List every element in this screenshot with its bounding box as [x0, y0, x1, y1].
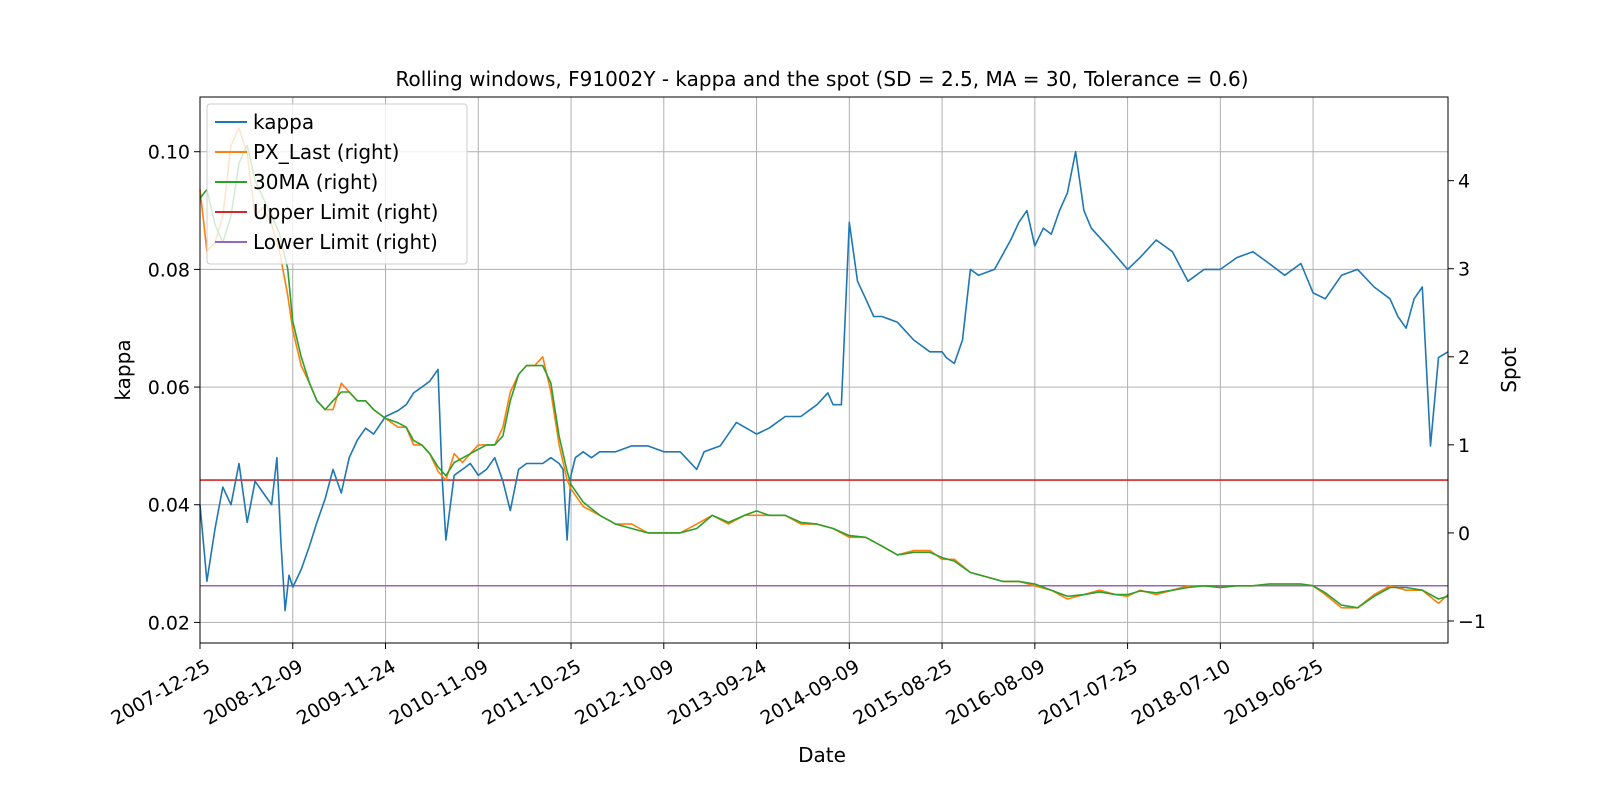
x-axis-label: Date — [798, 743, 846, 767]
y-ticks-left: 0.02 0.04 0.06 0.08 0.10 — [148, 142, 200, 634]
series-lines — [199, 127, 1449, 612]
y-axis-label-right: Spot — [1497, 347, 1521, 393]
legend-label: kappa — [253, 110, 314, 134]
legend: kappa PX_Last (right) 30MA (right) Upper Li… — [206, 103, 468, 265]
y-ticks-right: −1 0 1 2 3 4 — [1448, 171, 1486, 633]
y-tick-label-left: 0.06 — [148, 377, 190, 399]
y-tick-label-right: 1 — [1458, 435, 1470, 457]
x-tick-label: 2012-10-09 — [571, 655, 678, 729]
x-tick-label: 2009-11-24 — [293, 655, 400, 729]
series-kappa — [199, 150, 1449, 612]
plot-frame — [199, 96, 1449, 644]
x-tick-label: 2015-08-25 — [850, 655, 957, 729]
legend-label: PX_Last (right) — [253, 140, 399, 164]
y-tick-label-right: 4 — [1458, 171, 1470, 193]
legend-label: 30MA (right) — [253, 170, 378, 194]
y-tick-label-left: 0.04 — [148, 495, 190, 517]
series-30ma-right — [199, 144, 1449, 609]
x-tick-label: 2018-07-10 — [1128, 655, 1235, 729]
y-tick-label-right: 2 — [1458, 347, 1470, 369]
x-tick-label: 2016-08-09 — [942, 655, 1049, 729]
y-tick-label-right: 0 — [1458, 523, 1470, 545]
x-tick-label: 2014-09-09 — [757, 655, 864, 729]
x-tick-label: 2011-10-25 — [479, 655, 586, 729]
x-tick-label: 2010-11-09 — [386, 655, 493, 729]
x-tick-label: 2013-09-24 — [664, 655, 771, 729]
x-tick-label: 2007-12-25 — [107, 655, 214, 729]
x-ticks: 2007-12-252008-12-092009-11-242010-11-09… — [107, 643, 1327, 730]
x-tick-label: 2017-07-25 — [1035, 655, 1142, 729]
legend-label: Lower Limit (right) — [253, 230, 438, 254]
y-tick-label-right: −1 — [1458, 611, 1486, 633]
x-tick-label: 2008-12-09 — [200, 655, 307, 729]
y-tick-label-left: 0.08 — [148, 259, 190, 281]
legend-label: Upper Limit (right) — [253, 200, 438, 224]
y-tick-label-left: 0.02 — [148, 612, 190, 634]
chart-title: Rolling windows, F91002Y - kappa and the… — [395, 67, 1248, 91]
legend-box — [206, 103, 468, 265]
grid — [199, 97, 1448, 643]
x-tick-label: 2019-06-25 — [1221, 655, 1328, 729]
y-axis-label-left: kappa — [111, 339, 135, 400]
y-tick-label-right: 3 — [1458, 259, 1470, 281]
y-tick-label-left: 0.10 — [148, 142, 190, 164]
